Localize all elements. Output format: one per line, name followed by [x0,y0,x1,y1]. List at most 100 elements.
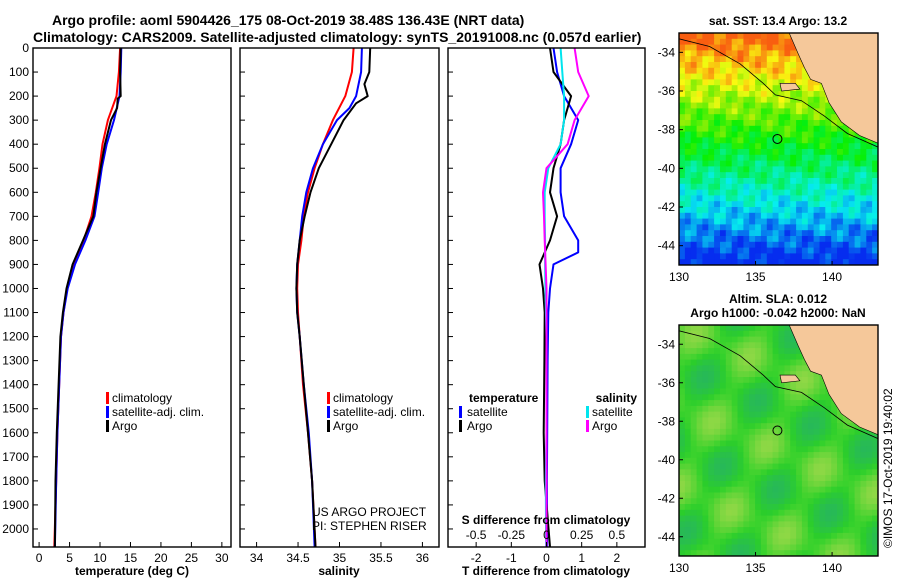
map-cell [813,440,821,447]
map-cell [760,143,768,150]
map-cell [731,388,739,395]
map-cell [819,230,826,237]
map-cell [772,544,780,551]
map-cell [790,353,797,361]
map-cell [837,509,844,517]
legend-swatch-s-argo [586,420,589,432]
map-cell [708,230,715,237]
map-cell [755,207,762,214]
map-cell [796,504,803,511]
map-cell [866,212,873,220]
map-y-tick-label: -36 [658,376,676,390]
map-cell [760,504,768,511]
map-cell [819,125,826,133]
map-cell [679,218,686,225]
map-cell [679,336,686,343]
map-cell [743,538,750,546]
map-cell [731,504,739,511]
map-cell [842,241,850,249]
map-cell [714,348,721,355]
map-cell [755,365,762,372]
map-cell [766,183,774,191]
map-cell [819,521,826,528]
sst-map-title: sat. SST: 13.4 Argo: 13.2 [709,14,848,28]
map-cell [696,521,704,528]
map-cell [714,137,721,144]
map-cell [825,166,832,173]
map-cell [690,365,698,372]
map-cell [837,183,844,191]
map-cell [772,50,780,57]
map-cell [714,480,721,488]
map-cell [725,131,733,138]
map-cell [720,131,727,138]
map-cell [784,154,791,162]
map-cell [679,440,686,447]
map-cell [778,195,785,202]
map-cell [772,400,780,407]
map-cell [684,371,692,378]
map-cell [807,377,815,384]
map-cell [831,178,838,185]
map-cell [684,382,692,390]
map-cell [743,38,750,46]
map-cell [743,201,750,208]
map-cell [790,195,797,202]
map-cell [679,125,686,133]
map-cell [690,131,698,138]
map-cell [866,178,873,185]
map-cell [725,85,733,92]
legend-title-temperature: temperature [469,391,539,405]
map-cell [837,463,844,470]
map-cell [796,469,803,476]
map-cell [679,394,686,401]
map-cell [749,212,756,220]
map-cell [866,486,873,494]
map-cell [755,325,762,332]
map-cell [872,480,878,488]
map-cell [720,365,727,372]
map-cell [755,457,762,465]
map-cell [766,377,774,384]
map-cell [813,108,821,115]
map-cell [766,544,774,551]
map-cell [702,189,709,196]
map-cell [760,38,768,46]
map-cell [831,166,838,173]
map-cell [696,371,704,378]
map-cell [790,463,797,470]
map-cell [778,538,785,546]
map-cell [760,411,768,418]
map-cell [766,394,774,401]
map-cell [766,79,774,86]
map-cell [860,207,867,214]
map-cell [813,207,821,214]
map-cell [725,486,733,494]
map-cell [749,143,756,150]
map-cell [749,247,756,254]
map-cell [772,348,780,355]
map-cell [737,259,744,265]
temperature-legend: climatology satellite-adj. clim. Argo [106,391,204,433]
map-cell [696,85,704,92]
map-cell [848,201,856,208]
map-cell [796,428,803,436]
map-cell [796,154,803,162]
map-cell [860,183,867,191]
map-cell [813,236,821,243]
map-cell [743,440,750,447]
map-cell [696,475,704,482]
map-cell [737,475,744,482]
map-cell [737,160,744,167]
map-cell [755,85,762,92]
map-cell [819,201,826,208]
map-cell [854,253,862,260]
map-cell [737,538,744,546]
map-cell [854,492,862,499]
map-cell [790,342,797,349]
map-cell [737,550,744,556]
map-cell [784,166,791,173]
legend-swatch-argo [106,420,109,432]
map-cell [801,544,809,551]
map-cell [790,236,797,243]
